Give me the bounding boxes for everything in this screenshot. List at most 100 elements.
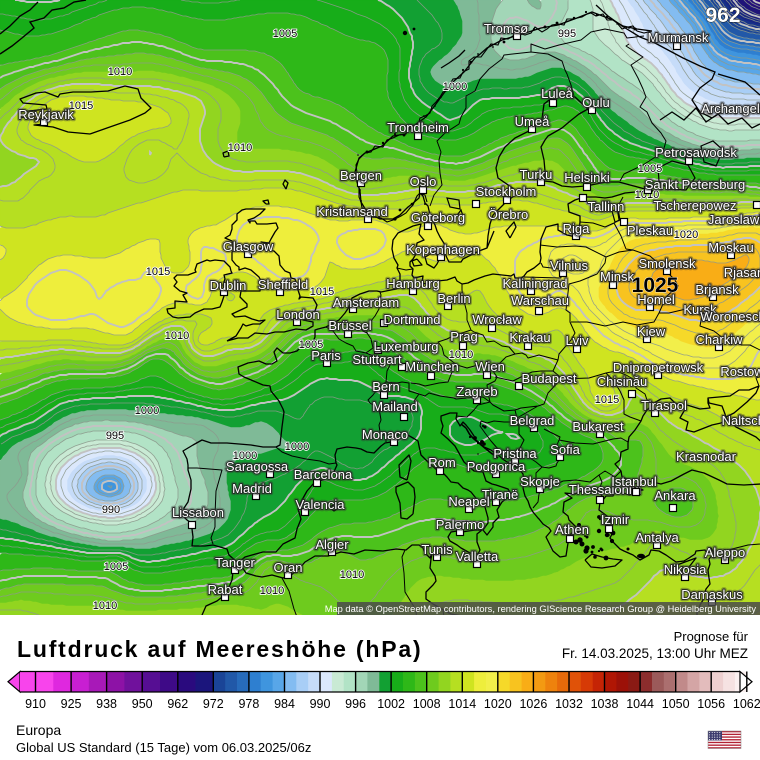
svg-text:Rom: Rom [428, 455, 455, 470]
svg-text:Lviv: Lviv [565, 333, 589, 348]
svg-text:Tallinn: Tallinn [588, 199, 625, 214]
svg-text:Belgrad: Belgrad [510, 413, 555, 428]
svg-text:Bergen: Bergen [340, 168, 382, 183]
svg-text:Luleå: Luleå [541, 86, 574, 101]
svg-text:Berlin: Berlin [437, 291, 470, 306]
svg-text:Zagreb: Zagreb [456, 384, 497, 399]
svg-text:Stockholm: Stockholm [476, 184, 537, 199]
svg-text:1010: 1010 [93, 600, 117, 612]
svg-text:Wrocław: Wrocław [472, 312, 522, 327]
svg-text:938: 938 [96, 697, 117, 711]
svg-text:Oran: Oran [274, 560, 303, 575]
svg-text:Istanbul: Istanbul [611, 474, 657, 489]
svg-text:Kursk: Kursk [683, 302, 717, 317]
svg-text:Tscherepowez: Tscherepowez [653, 198, 736, 213]
svg-text:Moskau: Moskau [708, 240, 754, 255]
svg-text:1056: 1056 [697, 697, 725, 711]
svg-text:Thessaloniki: Thessaloniki [569, 482, 641, 497]
svg-text:Kaliningrad: Kaliningrad [502, 276, 567, 291]
svg-text:990: 990 [310, 697, 331, 711]
svg-text:Zagreb: Zagreb [456, 384, 497, 399]
svg-text:Dublin: Dublin [210, 278, 247, 293]
svg-text:Stuttgart: Stuttgart [352, 352, 402, 367]
svg-text:Oulu: Oulu [582, 95, 609, 110]
svg-text:Izmir: Izmir [601, 512, 630, 527]
svg-text:Brjansk: Brjansk [695, 282, 739, 297]
svg-text:Athen: Athen [555, 522, 589, 537]
svg-text:Homel: Homel [637, 292, 675, 307]
svg-text:Budapest: Budapest [522, 371, 577, 386]
svg-text:Belgrad: Belgrad [510, 413, 555, 428]
svg-text:Chisinău: Chisinău [597, 374, 648, 389]
svg-text:Charkiw: Charkiw [696, 332, 744, 347]
svg-text:Oslo: Oslo [410, 174, 437, 189]
svg-text:Algier: Algier [315, 537, 349, 552]
svg-text:Valencia: Valencia [296, 497, 346, 512]
svg-text:Mailand: Mailand [372, 399, 418, 414]
svg-text:Oslo: Oslo [410, 174, 437, 189]
svg-text:1010: 1010 [228, 142, 252, 154]
svg-text:Algier: Algier [315, 537, 349, 552]
svg-text:972: 972 [203, 697, 224, 711]
svg-text:Wrocław: Wrocław [472, 312, 522, 327]
svg-text:Neapel: Neapel [448, 494, 489, 509]
svg-text:Rjasan: Rjasan [724, 265, 760, 280]
svg-text:Tunis: Tunis [421, 542, 453, 557]
svg-text:Umeå: Umeå [515, 114, 550, 129]
svg-text:Pristina: Pristina [493, 446, 537, 461]
svg-text:Riga: Riga [563, 221, 591, 236]
svg-text:Umeå: Umeå [515, 114, 550, 129]
svg-text:Pristina: Pristina [493, 446, 537, 461]
svg-text:Reykjavik: Reykjavik [18, 107, 74, 122]
svg-text:Palermo: Palermo [436, 517, 484, 532]
svg-text:Oulu: Oulu [582, 95, 609, 110]
svg-text:950: 950 [132, 697, 153, 711]
svg-text:Kiew: Kiew [637, 324, 666, 339]
svg-text:Neapel: Neapel [448, 494, 489, 509]
svg-text:Petrosawodsk: Petrosawodsk [655, 145, 737, 160]
svg-text:Europa: Europa [16, 722, 61, 738]
svg-text:Minsk: Minsk [600, 269, 634, 284]
svg-text:1032: 1032 [555, 697, 583, 711]
svg-text:Bergen: Bergen [340, 168, 382, 183]
svg-text:1010: 1010 [340, 569, 364, 581]
svg-text:Dnipropetrowsk: Dnipropetrowsk [613, 360, 704, 375]
svg-text:Turku: Turku [520, 167, 553, 182]
svg-text:Brüssel: Brüssel [328, 318, 371, 333]
svg-text:Jaroslawl: Jaroslawl [708, 212, 760, 227]
svg-text:Sankt Petersburg: Sankt Petersburg [645, 177, 745, 192]
svg-text:Valletta: Valletta [456, 549, 499, 564]
svg-text:Göteborg: Göteborg [411, 210, 465, 225]
svg-text:Rjasan: Rjasan [724, 265, 760, 280]
svg-text:Palermo: Palermo [436, 517, 484, 532]
svg-text:Antalya: Antalya [635, 530, 679, 545]
svg-text:Stockholm: Stockholm [476, 184, 537, 199]
svg-text:Helsinki: Helsinki [564, 170, 610, 185]
svg-text:Tiranë: Tiranë [482, 487, 518, 502]
svg-text:Archangelsk: Archangelsk [701, 101, 760, 116]
svg-text:Vilnius: Vilnius [550, 258, 589, 273]
svg-text:910: 910 [25, 697, 46, 711]
svg-text:984: 984 [274, 697, 295, 711]
svg-text:Ankara: Ankara [654, 488, 696, 503]
svg-text:Sheffield: Sheffield [258, 277, 308, 292]
svg-text:Fr. 14.03.2025, 13:00 Uhr MEZ: Fr. 14.03.2025, 13:00 Uhr MEZ [562, 646, 748, 661]
svg-text:Hamburg: Hamburg [386, 276, 439, 291]
svg-text:Global US Standard (15 Tage) v: Global US Standard (15 Tage) vom 06.03.2… [16, 740, 311, 755]
svg-text:Bern: Bern [372, 379, 399, 394]
svg-text:1062: 1062 [733, 697, 760, 711]
svg-text:Saragossa: Saragossa [226, 459, 289, 474]
svg-text:Helsinki: Helsinki [564, 170, 610, 185]
svg-text:Lviv: Lviv [565, 333, 589, 348]
svg-text:Sofia: Sofia [550, 442, 580, 457]
svg-text:Thessaloniki: Thessaloniki [569, 482, 641, 497]
svg-text:München: München [405, 359, 458, 374]
svg-text:Pleskau: Pleskau [627, 223, 673, 238]
svg-text:Kopenhagen: Kopenhagen [406, 242, 480, 257]
svg-text:Wien: Wien [475, 359, 505, 374]
svg-text:Tromsø: Tromsø [484, 21, 528, 36]
svg-text:1000: 1000 [233, 450, 257, 462]
svg-text:Amsterdam: Amsterdam [333, 295, 399, 310]
svg-text:Trondheim: Trondheim [387, 120, 449, 135]
svg-text:1015: 1015 [595, 394, 619, 406]
